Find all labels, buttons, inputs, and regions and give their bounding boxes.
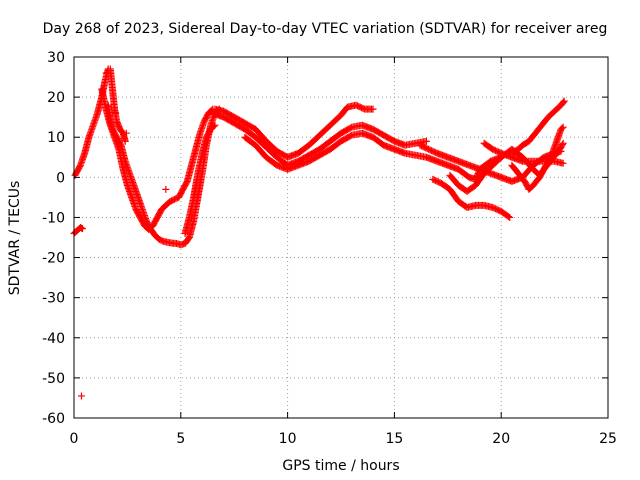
- x-tick-label: 25: [599, 431, 617, 447]
- data-point: [102, 69, 110, 77]
- y-tick-label: -30: [42, 291, 65, 307]
- y-tick-label: 10: [47, 130, 65, 146]
- data-point: [559, 123, 567, 131]
- ticks: [73, 56, 609, 419]
- y-tick-label: -10: [42, 210, 65, 226]
- data-point: [79, 225, 87, 233]
- y-tick-label: -20: [42, 251, 65, 267]
- y-tick-label: 30: [47, 50, 65, 66]
- x-tick-label: 0: [70, 431, 79, 447]
- data-point: [559, 98, 567, 106]
- y-tick-label: -60: [42, 411, 65, 427]
- data-point: [558, 141, 566, 149]
- data-point: [559, 159, 567, 167]
- data-point: [558, 124, 566, 132]
- data-point: [560, 97, 568, 105]
- data-point: [559, 139, 567, 147]
- data-point: [505, 213, 513, 221]
- data-point: [506, 213, 514, 221]
- y-tick-labels: 30 20 10 0 -10 -20 -30 -40 -50 -60: [42, 50, 65, 427]
- x-tick-label: 15: [385, 431, 403, 447]
- y-tick-label: -50: [42, 371, 65, 387]
- data-point: [162, 185, 170, 193]
- y-axis-label: SDTVAR / TECUs: [7, 181, 23, 296]
- data-point: [112, 109, 120, 117]
- data-point: [208, 106, 216, 114]
- data-point: [211, 121, 219, 129]
- data-point: [77, 224, 85, 232]
- data-point: [122, 129, 130, 137]
- x-tick-labels: 0 5 10 15 20 25: [70, 431, 617, 447]
- data-point: [121, 137, 129, 145]
- x-axis-label: GPS time / hours: [282, 458, 399, 474]
- data-point: [422, 137, 430, 145]
- x-tick-label: 5: [176, 431, 185, 447]
- y-tick-label: 0: [56, 170, 65, 186]
- y-tick-label: 20: [47, 90, 65, 106]
- grid-lines: [74, 57, 608, 418]
- plot-frame: [73, 56, 609, 419]
- x-tick-label: 10: [279, 431, 297, 447]
- chart-title: Day 268 of 2023, Sidereal Day-to-day VTE…: [43, 21, 608, 37]
- x-tick-label: 20: [492, 431, 510, 447]
- data-marks: [70, 65, 568, 400]
- data-point: [77, 392, 85, 400]
- y-tick-label: -40: [42, 331, 65, 347]
- data-point: [369, 105, 377, 113]
- data-point: [210, 122, 218, 130]
